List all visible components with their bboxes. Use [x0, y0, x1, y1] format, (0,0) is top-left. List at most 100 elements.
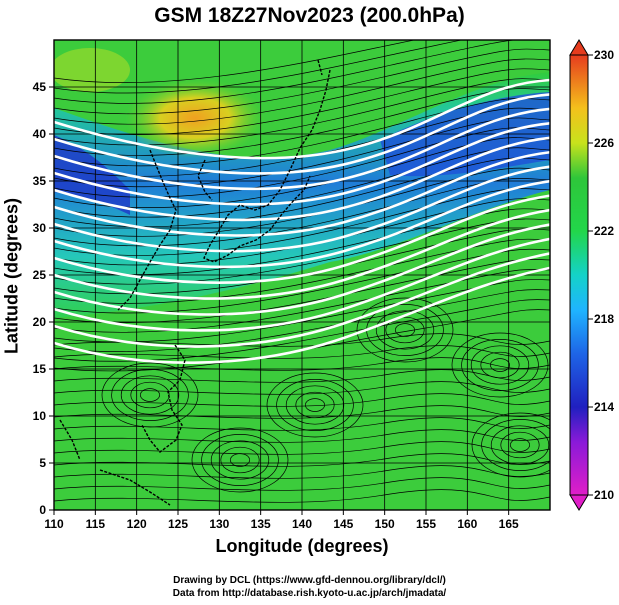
streamline-eddy — [210, 440, 270, 480]
streamline — [54, 453, 550, 467]
streamline — [54, 369, 550, 383]
streamline-eddy — [220, 446, 260, 474]
height-contour — [54, 136, 550, 222]
streamline — [54, 345, 550, 359]
streamline — [54, 429, 550, 443]
streamline — [54, 48, 550, 115]
credit-line-data: Data from http://database.rish.kyoto-u.a… — [172, 588, 447, 599]
streamline — [54, 393, 550, 407]
streamline — [54, 88, 550, 156]
streamline-eddy — [201, 434, 279, 486]
streamline — [54, 465, 550, 479]
height-contour — [54, 252, 550, 348]
streamline — [54, 489, 550, 503]
streamline — [54, 218, 550, 285]
streamline — [54, 259, 550, 324]
y-tick-label: 0 — [39, 503, 46, 517]
streamline — [54, 289, 550, 352]
y-tick-label: 5 — [39, 456, 46, 470]
streamline — [54, 117, 550, 188]
y-tick-label: 25 — [33, 268, 47, 282]
colorbar-tick-label: 218 — [594, 312, 614, 326]
streamline — [54, 279, 550, 343]
streamline — [54, 208, 550, 275]
x-axis-label: Longitude (degrees) — [215, 536, 389, 556]
y-tick-label: 30 — [33, 221, 47, 235]
chart-title: GSM 18Z27Nov2023 (200.0hPa) — [154, 4, 465, 27]
streamline — [54, 40, 463, 94]
x-tick-label: 160 — [457, 517, 477, 531]
y-tick-label: 20 — [33, 315, 47, 329]
streamline-eddy — [490, 358, 510, 372]
streamline-eddy — [510, 438, 530, 452]
streamline-eddy — [266, 372, 364, 438]
credits: Drawing by DCL (https://www.gfd-dennou.o… — [0, 574, 619, 600]
streamline-eddy — [470, 345, 530, 385]
streamline — [54, 68, 550, 135]
streamline — [54, 147, 550, 218]
x-axis-ticks: 110 115 120 125 130 135 140 145 150 155 160 165 — [44, 510, 519, 531]
streamline — [54, 441, 550, 455]
streamline — [54, 357, 550, 371]
x-tick-label: 145 — [333, 517, 353, 531]
streamline-eddy — [285, 385, 345, 425]
height-contour — [54, 107, 550, 191]
streamline-eddy — [480, 351, 520, 379]
streamline-eddy — [111, 369, 189, 421]
height-contour — [54, 78, 550, 160]
colorbar-tick-label: 214 — [594, 400, 614, 414]
streamline-eddy — [471, 412, 550, 478]
height-contour — [54, 122, 550, 206]
credit-line-dcl: Drawing by DCL (https://www.gfd-dennou.o… — [173, 575, 446, 586]
height-contour — [54, 93, 550, 175]
colorbar: 210 214 218 222 226 230 — [569, 39, 614, 511]
height-contour — [54, 165, 550, 253]
streamline-eddy — [140, 388, 160, 402]
y-tick-label: 40 — [33, 127, 47, 141]
x-tick-label: 165 — [499, 517, 519, 531]
colorbar-bar — [569, 54, 589, 496]
streamline-eddy — [120, 375, 180, 415]
x-tick-label: 130 — [209, 517, 229, 531]
y-tick-label: 10 — [33, 409, 47, 423]
streamline — [54, 248, 550, 314]
colorbar-top-arrow — [569, 39, 589, 56]
contours — [54, 78, 550, 364]
streamline-eddy — [385, 316, 425, 344]
streamline — [54, 98, 550, 167]
height-contour — [54, 179, 550, 269]
y-axis-label: Latitude (degrees) — [1, 197, 22, 355]
plot-area — [54, 40, 550, 510]
streamline-eddy — [191, 427, 289, 493]
x-tick-label: 150 — [375, 517, 395, 531]
streamline — [54, 381, 550, 395]
streamline — [54, 269, 550, 333]
colorbar-tick-label: 226 — [594, 136, 614, 150]
colorbar-bottom-arrow — [569, 494, 589, 511]
height-contour — [54, 266, 550, 364]
height-contour — [54, 223, 550, 316]
streamline-eddy — [500, 431, 540, 459]
streamline — [54, 333, 550, 347]
streamline — [54, 198, 550, 266]
streamline — [54, 58, 550, 125]
height-contour — [54, 194, 550, 284]
height-contour — [54, 208, 550, 300]
x-tick-label: 110 — [44, 517, 64, 531]
streamline — [54, 309, 550, 372]
x-tick-label: 140 — [292, 517, 312, 531]
streamline-eddy — [356, 297, 454, 363]
y-tick-label: 35 — [33, 174, 47, 188]
warm-patch — [125, 78, 265, 158]
streamline — [54, 40, 550, 104]
streamline — [54, 405, 550, 419]
y-axis-ticks: 0 5 10 15 20 25 30 35 40 45 — [33, 80, 54, 517]
streamline — [54, 40, 416, 84]
streamline-eddy — [451, 332, 549, 398]
height-contour — [54, 150, 550, 237]
height-contour — [54, 237, 550, 332]
colorbar-tick-label: 210 — [594, 488, 614, 502]
x-tick-label: 125 — [168, 517, 188, 531]
streamline — [54, 238, 550, 304]
